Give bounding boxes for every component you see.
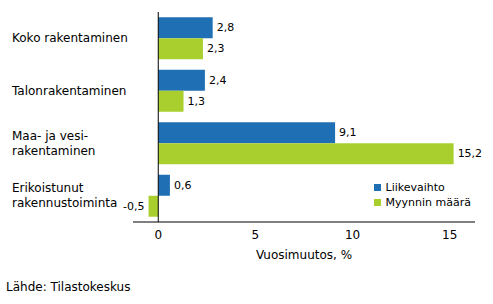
svg-text:0,6: 0,6 — [174, 179, 192, 192]
html-text:Liikevaihto: Liikevaihto — [385, 181, 445, 194]
svg-text:15: 15 — [442, 228, 457, 242]
html-text:Myynnin määrä: Myynnin määrä — [385, 196, 471, 209]
svg-text:2,4: 2,4 — [209, 74, 227, 87]
html-text:Lähde: Tilastokeskus: Lähde: Tilastokeskus — [6, 280, 131, 294]
svg-text:Vuosimuutos, %: Vuosimuutos, % — [256, 248, 352, 262]
svg-text:10: 10 — [345, 228, 360, 242]
svg-text:9,1: 9,1 — [339, 126, 357, 139]
svg-text:Talonrakentaminen: Talonrakentaminen — [11, 84, 126, 98]
svg-text:2,8: 2,8 — [217, 21, 235, 34]
svg-text:-0,5: -0,5 — [123, 200, 144, 213]
svg-text:15,2: 15,2 — [458, 147, 483, 160]
svg-text:Maa- ja vesi-rakentaminen: Maa- ja vesi-rakentaminen — [12, 129, 95, 158]
svg-text:Erikoistunutrakennustoiminta: Erikoistunutrakennustoiminta — [12, 181, 117, 210]
svg-text:1,3: 1,3 — [188, 95, 206, 108]
svg-text:0: 0 — [154, 228, 162, 242]
svg-text:5: 5 — [252, 228, 260, 242]
svg-text:Koko rakentaminen: Koko rakentaminen — [12, 31, 128, 45]
svg-text:2,3: 2,3 — [207, 42, 225, 55]
